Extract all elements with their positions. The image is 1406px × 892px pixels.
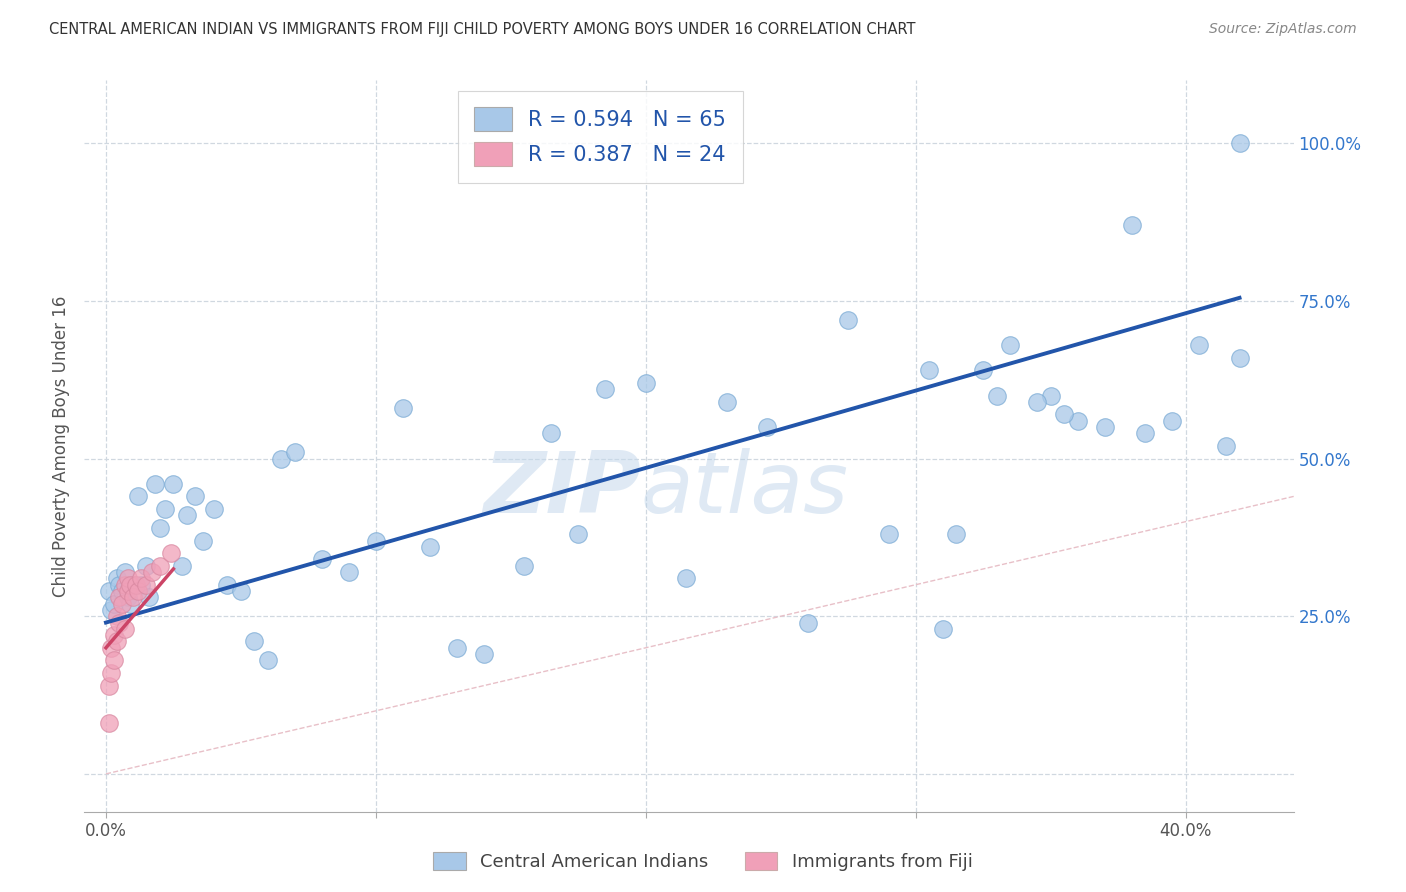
Point — [972, 363, 994, 377]
Point — [270, 451, 292, 466]
Point — [1188, 338, 1211, 352]
Point — [100, 640, 122, 655]
Point — [120, 597, 142, 611]
Point — [229, 584, 252, 599]
Text: Source: ZipAtlas.com: Source: ZipAtlas.com — [1209, 22, 1357, 37]
Point — [122, 591, 145, 605]
Point — [191, 533, 214, 548]
Point — [1215, 439, 1237, 453]
Point — [877, 527, 900, 541]
Point — [1026, 395, 1049, 409]
Point — [1066, 414, 1088, 428]
Point — [129, 571, 152, 585]
Point — [796, 615, 818, 630]
Point — [103, 653, 125, 667]
Point — [135, 578, 157, 592]
Point — [155, 502, 177, 516]
Point — [634, 376, 657, 390]
Y-axis label: Child Poverty Among Boys Under 16: Child Poverty Among Boys Under 16 — [52, 295, 70, 597]
Point — [143, 476, 166, 491]
Point — [114, 578, 136, 592]
Point — [567, 527, 589, 541]
Text: atlas: atlas — [641, 449, 849, 532]
Point — [1229, 136, 1251, 151]
Legend: Central American Indians, Immigrants from Fiji: Central American Indians, Immigrants fro… — [426, 845, 980, 879]
Point — [1229, 351, 1251, 365]
Point — [446, 640, 468, 655]
Point — [138, 591, 160, 605]
Point — [1121, 219, 1143, 233]
Point — [103, 597, 125, 611]
Point — [100, 603, 122, 617]
Point — [117, 584, 139, 599]
Point — [129, 578, 152, 592]
Point — [1039, 388, 1062, 402]
Point — [756, 420, 779, 434]
Point — [837, 313, 859, 327]
Point — [1053, 408, 1076, 422]
Point — [675, 571, 697, 585]
Point — [114, 622, 136, 636]
Point — [311, 552, 333, 566]
Point — [1133, 426, 1156, 441]
Point — [202, 502, 225, 516]
Point — [108, 578, 131, 592]
Point — [120, 578, 142, 592]
Point — [108, 615, 131, 630]
Point — [114, 565, 136, 579]
Point — [931, 622, 953, 636]
Point — [149, 521, 172, 535]
Point — [111, 597, 134, 611]
Point — [97, 679, 120, 693]
Point — [111, 584, 134, 599]
Point — [149, 558, 172, 573]
Point — [392, 401, 415, 416]
Point — [419, 540, 441, 554]
Point — [1161, 414, 1184, 428]
Text: ZIP: ZIP — [482, 449, 641, 532]
Point — [243, 634, 266, 648]
Point — [513, 558, 536, 573]
Point — [105, 571, 128, 585]
Point — [945, 527, 967, 541]
Point — [124, 578, 146, 592]
Legend: R = 0.594   N = 65, R = 0.387   N = 24: R = 0.594 N = 65, R = 0.387 N = 24 — [457, 91, 742, 183]
Point — [284, 445, 307, 459]
Text: CENTRAL AMERICAN INDIAN VS IMMIGRANTS FROM FIJI CHILD POVERTY AMONG BOYS UNDER 1: CENTRAL AMERICAN INDIAN VS IMMIGRANTS FR… — [49, 22, 915, 37]
Point — [127, 490, 149, 504]
Point — [1094, 420, 1116, 434]
Point — [108, 591, 131, 605]
Point — [472, 647, 495, 661]
Point — [97, 584, 120, 599]
Point — [364, 533, 387, 548]
Point — [337, 565, 360, 579]
Point — [135, 558, 157, 573]
Point — [105, 634, 128, 648]
Point — [716, 395, 738, 409]
Point — [141, 565, 163, 579]
Point — [918, 363, 941, 377]
Point — [103, 628, 125, 642]
Point — [257, 653, 280, 667]
Point — [117, 571, 139, 585]
Point — [127, 584, 149, 599]
Point — [184, 490, 207, 504]
Point — [97, 716, 120, 731]
Point — [998, 338, 1021, 352]
Point — [176, 508, 198, 523]
Point — [986, 388, 1008, 402]
Point — [117, 591, 139, 605]
Point — [162, 476, 184, 491]
Point — [100, 665, 122, 680]
Point — [159, 546, 181, 560]
Point — [122, 578, 145, 592]
Point — [593, 382, 616, 396]
Point — [540, 426, 562, 441]
Point — [217, 578, 239, 592]
Point — [170, 558, 193, 573]
Point — [105, 609, 128, 624]
